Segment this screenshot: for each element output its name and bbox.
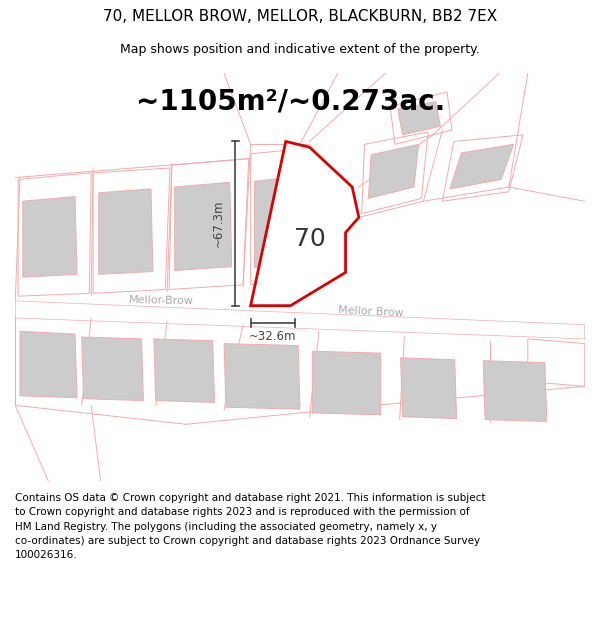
Polygon shape <box>154 339 215 402</box>
Text: ~32.6m: ~32.6m <box>249 329 296 342</box>
Text: 70: 70 <box>293 228 325 251</box>
Text: ~1105m²/~0.273ac.: ~1105m²/~0.273ac. <box>136 88 445 116</box>
Text: Mellor Brow: Mellor Brow <box>338 304 404 318</box>
Text: Map shows position and indicative extent of the property.: Map shows position and indicative extent… <box>120 43 480 56</box>
Polygon shape <box>398 102 440 135</box>
Polygon shape <box>82 337 143 401</box>
Polygon shape <box>99 189 153 274</box>
Polygon shape <box>251 141 359 306</box>
Polygon shape <box>224 344 300 409</box>
Text: 70, MELLOR BROW, MELLOR, BLACKBURN, BB2 7EX: 70, MELLOR BROW, MELLOR, BLACKBURN, BB2 … <box>103 9 497 24</box>
Polygon shape <box>23 196 77 278</box>
Polygon shape <box>313 351 380 415</box>
Polygon shape <box>254 177 289 268</box>
Polygon shape <box>20 331 77 398</box>
Text: ~67.3m: ~67.3m <box>212 200 225 248</box>
Text: Mellor-Brow: Mellor-Brow <box>129 296 194 307</box>
Polygon shape <box>450 144 514 189</box>
Text: Contains OS data © Crown copyright and database right 2021. This information is : Contains OS data © Crown copyright and d… <box>15 492 485 561</box>
Polygon shape <box>368 144 419 198</box>
Polygon shape <box>483 361 547 421</box>
Polygon shape <box>15 301 585 339</box>
Polygon shape <box>175 182 232 271</box>
Polygon shape <box>401 358 457 419</box>
